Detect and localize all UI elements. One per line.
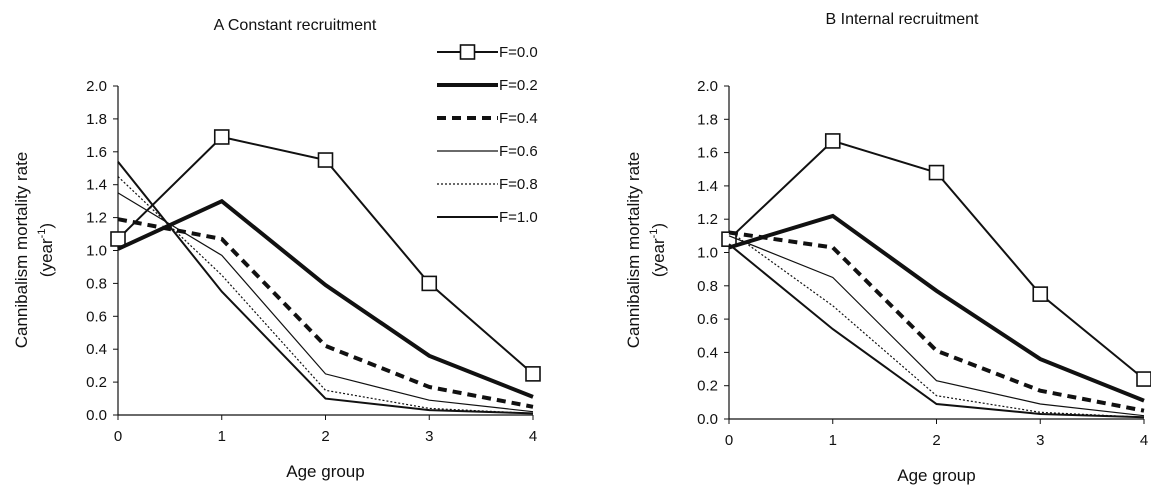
x-tick-label: 4: [1140, 432, 1148, 449]
x-tick-label: 1: [218, 428, 226, 445]
legend-label: F=0.8: [499, 176, 538, 193]
data-point-marker: [421, 275, 438, 292]
y-axis-unit-text: (year: [649, 238, 668, 277]
x-tick-label: 0: [114, 428, 122, 445]
y-tick-label: 1.0: [86, 243, 107, 260]
legend-label: F=0.6: [499, 143, 538, 160]
legend-marker: [459, 44, 476, 60]
data-point-marker: [1136, 371, 1151, 387]
data-point-marker: [824, 133, 841, 149]
x-tick-label: 0: [725, 432, 733, 449]
x-axis-title: Age group: [286, 462, 364, 481]
x-axis-title: Age group: [897, 466, 975, 485]
data-point-marker: [525, 366, 541, 382]
y-tick-label: 0.4: [697, 344, 718, 361]
series-line-F=0.4: [728, 230, 1145, 413]
y-tick-label: 1.6: [86, 144, 107, 161]
data-point-marker: [213, 129, 230, 145]
y-axis-title: Cannibalism mortality rate: [624, 152, 643, 349]
x-tick-label: 2: [932, 432, 940, 449]
y-tick-label: 1.8: [86, 111, 107, 128]
y-axis-unit-text: (year: [37, 238, 56, 277]
series-line-F=1.0: [117, 161, 534, 415]
y-tick-label: 0.8: [697, 278, 718, 295]
y-tick-label: 0.6: [697, 311, 718, 328]
series-line-F=0.2: [117, 198, 534, 399]
y-tick-label: 1.4: [86, 177, 107, 194]
x-tick-label: 3: [1036, 432, 1044, 449]
series-line-F=0.6: [117, 192, 534, 413]
legend-label: F=0.0: [499, 44, 538, 61]
legend: F=0.0 F=0.2 F=0.4 F=0.6 F=0.8 F=1.0: [437, 44, 538, 226]
x-tick-label: 4: [529, 428, 537, 445]
legend-label: F=0.4: [499, 110, 538, 127]
data-point-marker: [317, 152, 334, 168]
series-line-F=0.2: [728, 213, 1145, 403]
y-tick-label: 1.0: [697, 245, 718, 262]
y-tick-label: 1.8: [697, 111, 718, 128]
y-tick-label: 0.2: [86, 374, 107, 391]
chart-panel-b: B Internal recruitment 0.0 0.2 0.4 0.6 0.8 1.0…: [624, 11, 1151, 485]
y-tick-label: 0.8: [86, 275, 107, 292]
chart-title: A Constant recruitment: [214, 17, 377, 34]
y-tick-label: 1.2: [86, 210, 107, 227]
y-axis-title: Cannibalism mortality rate: [12, 152, 31, 349]
y-axis-unit: (year-1): [36, 223, 56, 277]
x-tick-label: 3: [425, 428, 433, 445]
series-line-F=0.0: [117, 135, 534, 375]
y-tick-label: 0.0: [86, 407, 107, 424]
y-tick-label: 0.6: [86, 308, 107, 325]
legend-label: F=0.2: [499, 77, 538, 94]
y-axis-unit-sup: -1: [648, 229, 660, 239]
y-tick-label: 1.2: [697, 211, 718, 228]
series-line-F=0.8: [117, 176, 534, 414]
x-tick-label: 2: [321, 428, 329, 445]
y-axis-unit: (year-1): [648, 223, 668, 277]
y-tick-label: 0.4: [86, 341, 107, 358]
series-line-F=0.6: [728, 235, 1145, 417]
chart-panel-a: A Constant recruitment 0.0 0.2 0.4 0.6 0.8 1.0…: [12, 17, 541, 481]
data-point-marker: [1032, 286, 1049, 302]
y-tick-label: 0.2: [697, 378, 718, 395]
y-axis-unit-close: ): [37, 223, 56, 229]
x-tick-label: 1: [829, 432, 837, 449]
data-point-marker: [110, 231, 126, 247]
y-tick-label: 2.0: [697, 78, 718, 95]
y-tick-label: 1.4: [697, 178, 718, 195]
y-axis-unit-sup: -1: [36, 229, 48, 239]
chart-title: B Internal recruitment: [826, 11, 980, 28]
data-point-marker: [928, 164, 945, 181]
y-tick-label: 1.6: [697, 145, 718, 162]
series-line-F=0.4: [117, 217, 534, 409]
series-line-F=1.0: [728, 243, 1145, 419]
y-tick-label: 2.0: [86, 78, 107, 95]
legend-label: F=1.0: [499, 209, 538, 226]
series-line-F=0.8: [728, 230, 1145, 418]
y-axis-unit-close: ): [649, 223, 668, 229]
y-tick-label: 0.0: [697, 411, 718, 428]
